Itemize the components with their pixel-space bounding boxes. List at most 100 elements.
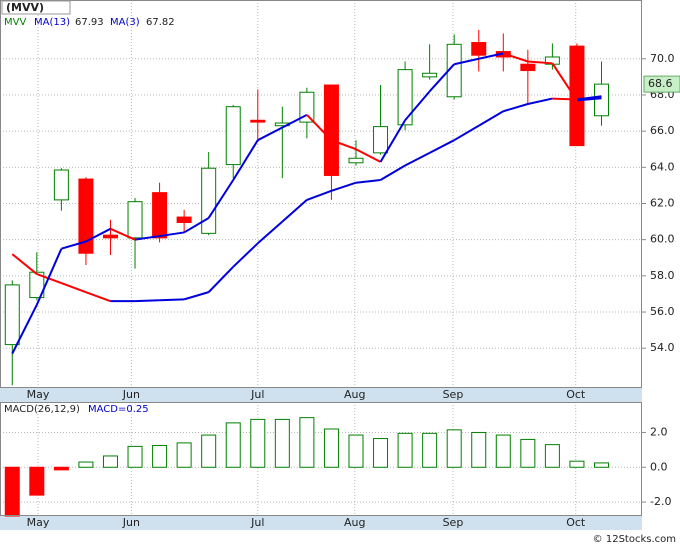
ma-line bbox=[207, 179, 235, 219]
candle-body bbox=[250, 119, 266, 123]
macd-bar bbox=[373, 438, 389, 468]
macd-title: MACD(26,12,9) bbox=[4, 404, 80, 415]
legend-ma-value: 67.82 bbox=[146, 17, 175, 28]
x-tick-label: Oct bbox=[566, 516, 586, 529]
ma-line bbox=[61, 240, 87, 250]
title-box bbox=[1, 0, 71, 15]
candle-body bbox=[127, 201, 143, 239]
macd-bar bbox=[53, 466, 69, 471]
x-tick-label: Oct bbox=[566, 388, 586, 401]
candle-body bbox=[299, 91, 315, 123]
y-tick-label: 58.0 bbox=[650, 269, 675, 282]
ma-line bbox=[85, 227, 111, 243]
macd-bar bbox=[102, 455, 118, 468]
y-tick-label: 0.0 bbox=[650, 460, 668, 473]
candle-body bbox=[29, 271, 45, 299]
ma-line bbox=[306, 114, 333, 141]
y-tick-label: 66.0 bbox=[650, 124, 675, 137]
ma-line bbox=[552, 97, 577, 101]
macd-bar bbox=[544, 444, 560, 468]
ma-line bbox=[232, 242, 259, 268]
ma-line bbox=[527, 97, 553, 105]
candle-body bbox=[471, 42, 487, 56]
ma-line bbox=[379, 119, 406, 163]
ma-line bbox=[85, 291, 111, 303]
x-tick-label: Jul bbox=[250, 388, 264, 401]
candle-body bbox=[397, 69, 413, 126]
macd-bar bbox=[127, 445, 143, 468]
candle-body bbox=[225, 106, 241, 166]
macd-frame bbox=[0, 402, 642, 516]
ma-line bbox=[281, 113, 308, 129]
x-tick-label: Sep bbox=[443, 388, 464, 401]
legend-ma-value: 67.93 bbox=[75, 17, 104, 28]
candle-body bbox=[569, 45, 585, 147]
ma-line bbox=[428, 63, 455, 93]
x-tick-label: May bbox=[27, 516, 50, 529]
candle-body bbox=[373, 126, 389, 154]
macd-bar bbox=[495, 434, 511, 468]
ma-line bbox=[404, 151, 431, 167]
ma-line bbox=[207, 266, 234, 293]
macd-bar bbox=[569, 460, 585, 468]
y-tick-label: 56.0 bbox=[650, 305, 675, 318]
ma-line bbox=[478, 110, 504, 127]
main-frame bbox=[0, 0, 642, 388]
ma-line bbox=[453, 57, 479, 66]
y-tick-label: 54.0 bbox=[650, 341, 675, 354]
ma-line bbox=[404, 90, 431, 121]
macd-bar bbox=[201, 434, 217, 468]
x-tick-label: Jun bbox=[122, 516, 140, 529]
y-tick-label: 64.0 bbox=[650, 160, 675, 173]
candle-body bbox=[152, 192, 168, 239]
ma-line bbox=[502, 52, 529, 63]
ma-line bbox=[257, 220, 283, 245]
x-tick-label: Aug bbox=[344, 388, 365, 401]
ma-line bbox=[183, 291, 209, 301]
y-tick-label: 70.0 bbox=[650, 52, 675, 65]
x-tick-label: Jul bbox=[250, 516, 264, 529]
macd-bar bbox=[152, 445, 168, 468]
ma-line bbox=[134, 235, 160, 241]
ma-line bbox=[576, 95, 602, 101]
ma-line bbox=[478, 52, 504, 60]
y-tick-label: 60.0 bbox=[650, 233, 675, 246]
ma-line bbox=[11, 304, 38, 355]
ma-line bbox=[331, 139, 357, 151]
macd-bar bbox=[29, 466, 45, 496]
macd-bar bbox=[250, 418, 266, 468]
candle-body bbox=[348, 157, 364, 164]
footer: © 12Stocks.com bbox=[593, 534, 676, 545]
ma-line bbox=[110, 227, 136, 241]
ma-line bbox=[159, 298, 185, 302]
y-tick-label: -2.0 bbox=[650, 495, 671, 508]
macd-bar bbox=[299, 417, 315, 468]
candle-body bbox=[520, 63, 536, 72]
macd-bar bbox=[397, 432, 413, 468]
candle-body bbox=[201, 167, 217, 234]
y-tick-label: 2.0 bbox=[650, 425, 668, 438]
ma-line bbox=[551, 62, 578, 101]
plot-layer bbox=[0, 0, 642, 517]
candle-body bbox=[422, 72, 438, 78]
macd-bar bbox=[593, 462, 609, 468]
ma-line bbox=[453, 124, 480, 142]
macd-bar bbox=[176, 442, 192, 468]
y-tick-label: 62.0 bbox=[650, 196, 675, 209]
ma-line bbox=[11, 253, 38, 275]
ma-line bbox=[281, 199, 308, 223]
legend-ma: MA(13) bbox=[34, 17, 70, 28]
candle-body bbox=[78, 178, 94, 254]
macd-bar bbox=[4, 466, 20, 517]
macd-bar bbox=[323, 428, 339, 468]
ma-line bbox=[183, 217, 210, 234]
last-price-box bbox=[643, 75, 680, 93]
ma-line bbox=[134, 299, 160, 303]
ma-line bbox=[35, 248, 63, 306]
ma-line bbox=[257, 126, 283, 142]
macd-bar bbox=[422, 432, 438, 468]
macd-bar bbox=[78, 461, 94, 468]
ma-line bbox=[159, 231, 185, 238]
